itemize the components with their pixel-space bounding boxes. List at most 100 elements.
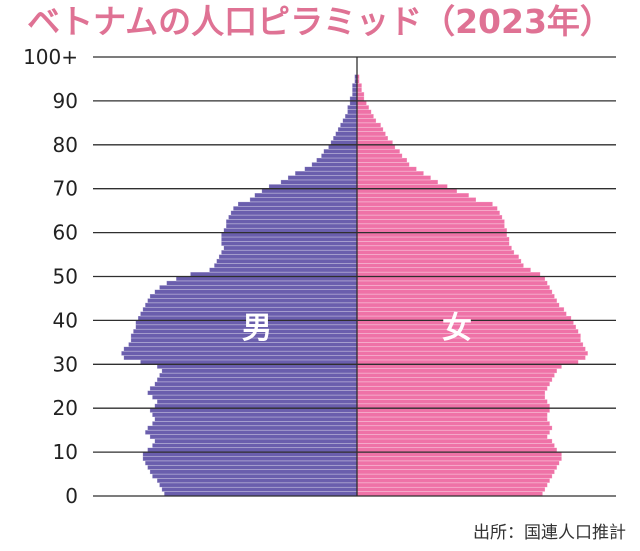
female-bar-age-19 xyxy=(356,407,551,413)
male-bar-age-92 xyxy=(351,87,358,93)
male-bar-age-81 xyxy=(332,135,358,141)
chart-title: ベトナムの人口ピラミッド（2023年） xyxy=(27,2,613,41)
male-bar-age-25 xyxy=(154,381,358,387)
female-bar-age-74 xyxy=(356,166,417,172)
female-bar-age-1 xyxy=(356,486,546,492)
male-bar-age-28 xyxy=(161,368,358,374)
female-bar-age-16 xyxy=(356,421,551,427)
female-bar-age-93 xyxy=(356,83,363,89)
female-bar-age-70 xyxy=(356,184,448,189)
male-bar-age-75 xyxy=(311,162,358,168)
male-bar-age-91 xyxy=(351,91,358,97)
female-bar-age-64 xyxy=(356,210,501,216)
male-bar-age-89 xyxy=(349,100,358,106)
y-tick-label-0: 0 xyxy=(65,484,78,508)
female-bar-age-85 xyxy=(356,118,377,124)
male-bar-age-79 xyxy=(328,144,358,150)
female-bar-age-73 xyxy=(356,170,424,176)
male-bar-age-8 xyxy=(142,456,358,462)
male-bar-age-19 xyxy=(149,407,358,413)
male-bar-age-69 xyxy=(261,188,358,194)
male-bar-age-53 xyxy=(216,258,358,264)
female-bar-age-77 xyxy=(356,153,403,159)
male-bar-age-58 xyxy=(221,236,358,242)
y-tick-label-100: 100+ xyxy=(23,45,78,69)
male-bar-age-3 xyxy=(156,478,358,484)
male-bar-age-59 xyxy=(221,232,358,238)
male-bar-age-74 xyxy=(304,166,358,172)
y-tick-label-80: 80 xyxy=(53,133,78,157)
male-bar-age-4 xyxy=(152,473,358,479)
male-bar-age-51 xyxy=(209,267,358,273)
female-bar-age-11 xyxy=(356,443,555,449)
female-series-label: 女 xyxy=(442,311,472,346)
female-bar-age-8 xyxy=(356,456,562,462)
male-bar-age-44 xyxy=(147,298,358,304)
male-bar-age-18 xyxy=(152,412,358,418)
male-bar-age-54 xyxy=(218,254,358,260)
female-bar-age-51 xyxy=(356,267,532,273)
y-tick-label-90: 90 xyxy=(53,89,78,113)
female-bar-age-58 xyxy=(356,236,510,242)
female-bar-age-44 xyxy=(356,298,558,304)
female-bar-age-18 xyxy=(356,412,548,418)
female-bar-age-4 xyxy=(356,473,553,479)
female-bar-age-61 xyxy=(356,223,505,229)
male-bar-age-33 xyxy=(123,346,358,352)
male-bar-age-12 xyxy=(154,438,358,444)
male-bar-age-22 xyxy=(152,394,358,400)
female-bar-age-76 xyxy=(356,157,408,163)
source-note: 出所：国連人口推計 xyxy=(473,523,626,543)
female-bar-age-7 xyxy=(356,460,560,466)
y-tick-label-10: 10 xyxy=(53,440,78,464)
female-bar-age-91 xyxy=(356,91,365,97)
female-bar-age-53 xyxy=(356,258,522,264)
male-bar-age-78 xyxy=(323,148,358,154)
female-bar-age-69 xyxy=(356,188,458,194)
female-bar-age-67 xyxy=(356,197,477,203)
male-bar-age-63 xyxy=(228,214,358,220)
male-bar-age-32 xyxy=(121,350,358,356)
male-bar-age-2 xyxy=(159,482,358,488)
male-bar-age-71 xyxy=(280,179,358,185)
male-bar-age-15 xyxy=(147,425,358,431)
female-bar-age-56 xyxy=(356,245,512,251)
male-bar-age-60 xyxy=(223,227,358,233)
male-bar-age-31 xyxy=(123,355,358,361)
female-bar-age-78 xyxy=(356,148,401,154)
female-bar-age-45 xyxy=(356,293,555,299)
male-bar-age-83 xyxy=(337,126,358,132)
female-bar-age-62 xyxy=(356,219,505,225)
female-bar-age-89 xyxy=(356,100,367,106)
male-series-label: 男 xyxy=(242,311,272,346)
male-bar-age-47 xyxy=(159,284,358,290)
female-bar-age-31 xyxy=(356,355,586,361)
male-bar-age-86 xyxy=(344,113,358,119)
female-bar-age-28 xyxy=(356,368,558,374)
female-bar-age-84 xyxy=(356,122,382,128)
male-bar-age-72 xyxy=(287,175,358,181)
female-bar-age-47 xyxy=(356,284,551,290)
female-bar-age-52 xyxy=(356,263,524,269)
female-bar-age-57 xyxy=(356,241,510,247)
male-bar-age-82 xyxy=(335,131,358,137)
male-bar-age-13 xyxy=(149,434,358,440)
female-bar-age-65 xyxy=(356,205,498,211)
female-bar-age-10 xyxy=(356,447,558,453)
female-bar-age-13 xyxy=(356,434,548,440)
male-bar-age-65 xyxy=(232,205,358,211)
female-bar-age-30 xyxy=(356,359,579,365)
male-bar-age-56 xyxy=(223,245,358,251)
male-bar-age-48 xyxy=(166,280,358,286)
female-bar-age-48 xyxy=(356,280,548,286)
female-bar-age-17 xyxy=(356,416,548,422)
male-bar-age-30 xyxy=(140,359,358,365)
female-bar-age-81 xyxy=(356,135,389,141)
female-bar-age-79 xyxy=(356,144,396,150)
male-bar-age-87 xyxy=(347,109,358,115)
female-bar-age-59 xyxy=(356,232,508,238)
female-bar-age-88 xyxy=(356,104,370,110)
male-bar-age-5 xyxy=(149,469,358,475)
female-bar-age-22 xyxy=(356,394,546,400)
